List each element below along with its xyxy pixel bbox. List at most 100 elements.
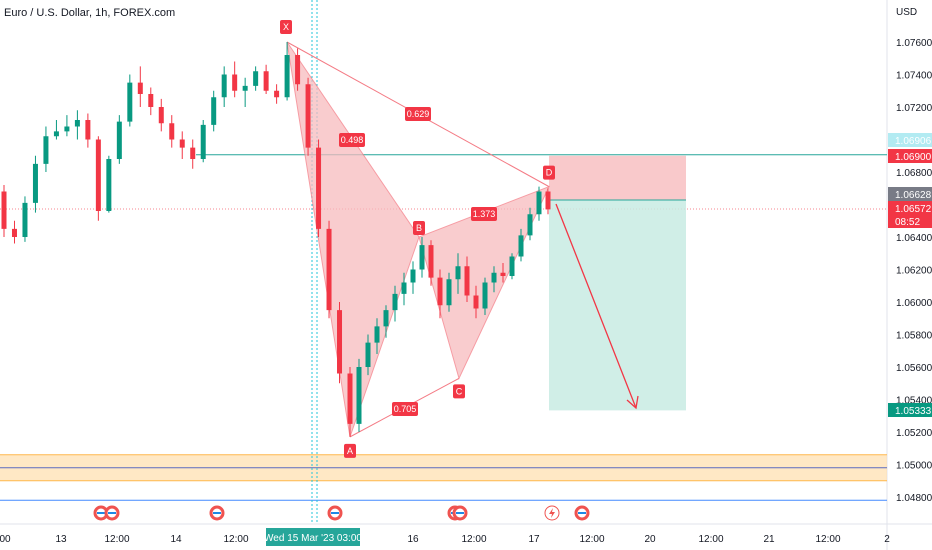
candle [284, 42, 290, 101]
x-tick-label: 17 [528, 534, 540, 545]
candle [374, 318, 380, 354]
candle-body [242, 85, 248, 91]
y-tick-label: 1.07600 [896, 38, 932, 49]
candle-body [148, 94, 154, 107]
point-label-d: D [546, 168, 553, 178]
candle-body [437, 277, 443, 306]
candle-body [95, 139, 101, 211]
point-label-c: C [456, 386, 463, 396]
candle-body [316, 147, 322, 229]
y-tick-label: 1.06200 [896, 266, 932, 277]
candle-body [253, 71, 259, 86]
candle-body [11, 228, 17, 237]
candle-body [116, 121, 122, 159]
candle-body [464, 266, 470, 296]
ratio-label: 0.705 [394, 404, 417, 414]
candle-body [127, 82, 133, 122]
candle-body [545, 191, 551, 210]
candle-body [500, 272, 506, 276]
price-axis-unit: USD [896, 7, 917, 18]
price-tag-label: 1.06628 [895, 190, 932, 201]
candle-body [295, 55, 301, 85]
candle-body [179, 139, 185, 148]
price-tag-label: 1.06572 [895, 204, 932, 215]
ratio-label: 0.498 [341, 135, 364, 145]
candle-body [527, 214, 533, 236]
y-tick-label: 1.06800 [896, 168, 932, 179]
candle-body [137, 82, 143, 94]
candle-body [392, 293, 398, 311]
candle-body [337, 310, 343, 374]
candle [179, 131, 185, 159]
candle-body [32, 163, 38, 203]
candle-body [200, 124, 206, 159]
candle [419, 237, 425, 278]
candle [274, 84, 280, 104]
x-tick-label: 14 [170, 534, 182, 545]
price-tag [888, 214, 932, 228]
candle [263, 64, 269, 94]
price-tag [888, 133, 932, 147]
x-tick-label: 12:00 [104, 534, 129, 545]
candle [253, 66, 259, 91]
projection-arrow [555, 203, 637, 409]
price-tag [888, 187, 932, 201]
price-tag-label: 1.05333 [895, 406, 932, 417]
y-tick-label: 1.05400 [896, 396, 932, 407]
candle [242, 77, 248, 107]
candle [211, 90, 217, 132]
price-tag-label: 1.06900 [895, 152, 932, 163]
x-tick-label: 00 [0, 534, 11, 545]
y-tick-label: 1.05800 [896, 331, 932, 342]
candle-body [509, 256, 515, 276]
point-label-b: B [416, 223, 422, 233]
candle-body [356, 367, 362, 424]
price-tag [888, 403, 932, 417]
y-tick-label: 1.05600 [896, 363, 932, 374]
candle-body [401, 282, 407, 294]
stop-zone [549, 155, 686, 200]
ratio-badge [339, 133, 365, 147]
ratio-label: 0.629 [407, 109, 430, 119]
target-zone [549, 199, 686, 411]
candle-body [326, 228, 332, 311]
candle [437, 269, 443, 319]
ratio-badge [392, 402, 418, 416]
candle [116, 115, 122, 164]
candle-body [43, 136, 49, 164]
candle-body [74, 120, 80, 127]
candle [106, 155, 112, 213]
candle [158, 98, 164, 132]
candle [200, 120, 206, 163]
candle-body [347, 373, 353, 424]
y-tick-label: 1.05200 [896, 428, 932, 439]
candle [232, 61, 238, 98]
candle-body [446, 279, 452, 306]
candle-body [383, 310, 389, 327]
y-tick-label: 1.06400 [896, 233, 932, 244]
candle [401, 272, 407, 306]
y-tick-label: 1.04800 [896, 493, 932, 504]
candle-body [410, 269, 416, 283]
candle-body [374, 326, 380, 343]
candle-body [232, 74, 238, 91]
point-badge [543, 165, 555, 180]
candle [527, 207, 533, 241]
candle [74, 110, 80, 140]
x-tick-label: 16 [407, 534, 419, 545]
price-tag [888, 201, 932, 215]
candle-body [274, 90, 280, 98]
candle [473, 285, 479, 319]
candle-body [221, 74, 227, 98]
candle [43, 126, 49, 172]
point-label-a: A [347, 446, 353, 456]
candle [383, 305, 389, 338]
x-tick-label: 12:00 [223, 534, 248, 545]
candle [455, 253, 461, 294]
candle-body [419, 245, 425, 270]
candle [500, 263, 506, 283]
candle-body [428, 245, 434, 278]
candle-body [1, 191, 7, 229]
chart-title: Euro / U.S. Dollar, 1h, FOREX.com [4, 7, 176, 19]
